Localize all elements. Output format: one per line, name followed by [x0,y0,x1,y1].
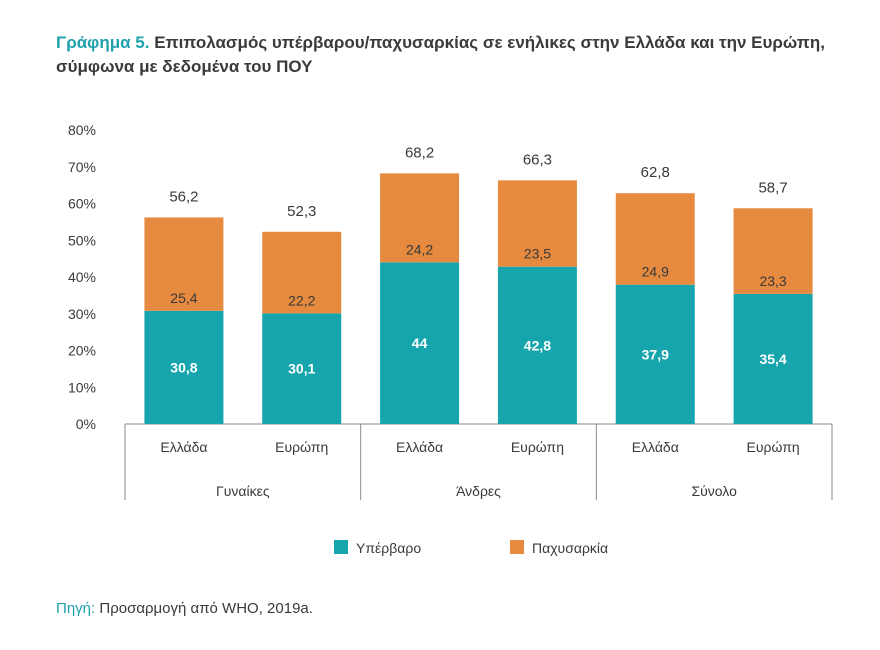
bar-overweight [144,310,224,424]
y-tick-label: 0% [76,416,96,432]
bar-label-obesity: 25,4 [170,290,197,306]
bar-label-obesity: 24,9 [642,264,669,280]
group-label: Άνδρες [456,483,501,499]
bar-label-overweight: 44 [412,335,428,351]
x-tick-label: Ελλάδα [396,439,443,455]
bar-label-obesity: 23,3 [759,273,786,289]
chart-title-text: Επιπολασμός υπέρβαρου/παχυσαρκίας σε ενή… [56,33,825,76]
x-tick-label: Ευρώπη [275,439,328,455]
group-label: Γυναίκες [216,483,270,499]
x-tick-label: Ελλάδα [160,439,207,455]
bar-obesity [615,193,695,285]
chart-title: Γράφημα 5. Επιπολασμός υπέρβαρου/παχυσαρ… [56,31,856,79]
bar-total-label: 62,8 [641,164,670,181]
bar-label-obesity: 22,2 [288,292,315,308]
bar-total-label: 56,2 [169,188,198,205]
bar-total-label: 68,2 [405,144,434,161]
bar-overweight [497,266,577,424]
bar-obesity [733,208,813,294]
bar-obesity [262,231,342,314]
bar-overweight [733,293,813,424]
y-tick-label: 40% [68,269,96,285]
bar-label-obesity: 24,2 [406,241,433,257]
bar-overweight [262,313,342,424]
y-tick-label: 70% [68,159,96,175]
bar-overweight [615,284,695,424]
y-tick-label: 10% [68,379,96,395]
bar-total-label: 58,7 [758,179,787,196]
bar-obesity [144,217,224,311]
bar-label-overweight: 35,4 [759,351,786,367]
bar-label-overweight: 42,8 [524,337,551,353]
x-tick-label: Ευρώπη [511,439,564,455]
legend-label-obesity: Παχυσαρκία [532,540,608,556]
chart-title-lead: Γράφημα 5. [56,33,150,52]
y-tick-label: 30% [68,306,96,322]
bar-total-label: 52,3 [287,203,316,220]
bar-label-overweight: 37,9 [642,346,669,362]
y-tick-label: 50% [68,232,96,248]
source-lead: Πηγή: [56,600,96,617]
bar-obesity [497,180,577,267]
bar-label-overweight: 30,1 [288,361,315,377]
bar-obesity [380,173,460,263]
chart-source: Πηγή: Προσαρμογή από WHO, 2019a. [56,600,313,617]
x-tick-label: Ελλάδα [632,439,679,455]
group-label: Σύνολο [691,483,737,499]
legend-swatch-overweight [334,540,348,554]
y-tick-label: 80% [68,122,96,138]
bar-total-label: 66,3 [523,151,552,168]
bar-overweight [380,262,460,424]
y-tick-label: 20% [68,343,96,359]
bar-label-overweight: 30,8 [170,359,197,375]
x-tick-label: Ευρώπη [747,439,800,455]
y-tick-label: 60% [68,196,96,212]
legend-label-overweight: Υπέρβαρο [356,540,421,556]
bar-label-obesity: 23,5 [524,246,551,262]
legend-swatch-obesity [510,540,524,554]
source-text: Προσαρμογή από WHO, 2019a. [99,600,313,617]
